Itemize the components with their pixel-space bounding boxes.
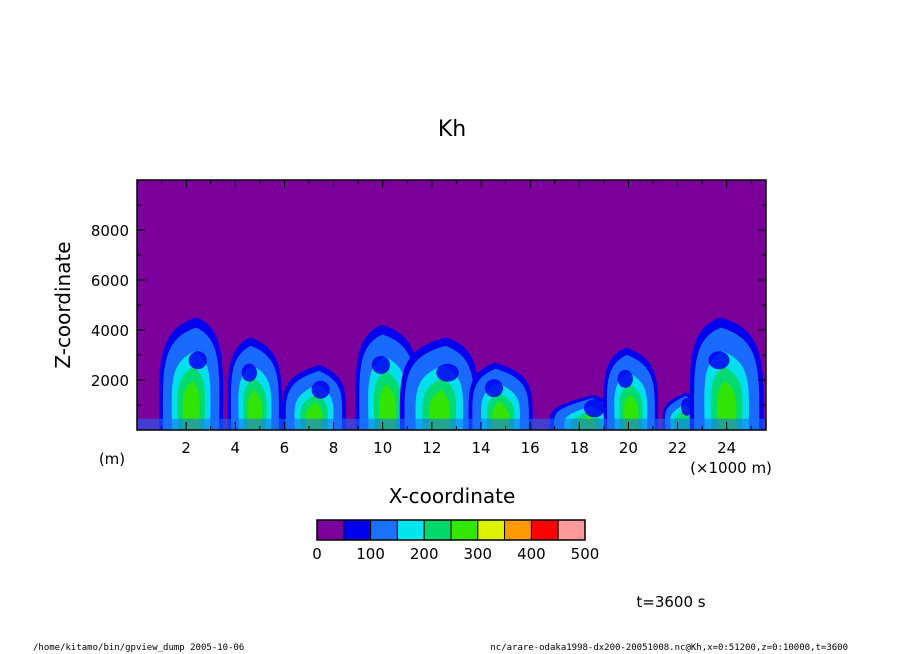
- time-label: t=3600 s: [636, 593, 705, 611]
- plume-eddy: [241, 363, 257, 382]
- x-tick-label: 14: [471, 439, 490, 457]
- plume: [468, 362, 533, 430]
- x-tick-label: 6: [280, 439, 290, 457]
- plume: [281, 365, 347, 430]
- x-tick-label: 4: [231, 439, 241, 457]
- colorbar-swatch: [423, 519, 452, 541]
- y-tick-label: 4000: [91, 322, 129, 340]
- x-axis-label: X-coordinate: [389, 484, 516, 508]
- plume-eddy: [371, 355, 391, 374]
- y-tick-label: 8000: [91, 222, 129, 240]
- plume-eddy: [188, 351, 207, 370]
- colorbar-tick-label: 100: [356, 545, 385, 563]
- y-unit-label: (m): [99, 450, 125, 468]
- colorbar-swatch: [370, 519, 398, 541]
- y-tick-label: 6000: [91, 272, 129, 290]
- footer-left: /home/kitamo/bin/gpview_dump 2005-10-06: [33, 643, 244, 653]
- chart-title: Kh: [438, 117, 466, 142]
- x-tick-label: 2: [181, 439, 191, 457]
- plumes-layer: [137, 317, 766, 430]
- colorbar-swatch: [504, 519, 532, 541]
- x-axis-ticks: 2 4 6 8 10 12 14 16 18 20 22 24: [161, 180, 752, 457]
- colorbar-swatch: [477, 519, 506, 541]
- y-axis-label: Z-coordinate: [51, 241, 75, 368]
- x-tick-label: 24: [717, 439, 736, 457]
- plume-eddy: [436, 363, 459, 382]
- colorbar-frame: [316, 519, 586, 541]
- plume-eddy: [680, 397, 693, 416]
- colorbar-tick-label: 300: [463, 545, 492, 563]
- colorbar-swatch: [343, 519, 372, 541]
- colorbar-swatch: [450, 519, 479, 541]
- plume-eddy: [617, 369, 633, 388]
- plume-layer: [182, 380, 200, 430]
- x-tick-label: 18: [570, 439, 589, 457]
- plume: [689, 317, 764, 430]
- colorbar-tick-label: 0: [312, 545, 322, 563]
- plume-eddy: [708, 351, 730, 370]
- plume-eddy: [583, 399, 605, 418]
- colorbar-tick-label: 500: [571, 545, 600, 563]
- x-tick-label: 16: [521, 439, 540, 457]
- x-tick-label: 10: [373, 439, 392, 457]
- colorbar-swatch: [316, 519, 345, 541]
- plume-eddy: [311, 380, 330, 399]
- plume: [603, 347, 659, 430]
- plume-layer: [716, 380, 737, 430]
- colorbar: 0 100 200 300 400 500: [312, 519, 600, 563]
- footer-right: nc/arare-odaka1998-dx200-20051008.nc@Kh,…: [490, 643, 848, 653]
- x-unit-label: (×1000 m): [690, 459, 772, 477]
- colorbar-tick-label: 400: [517, 545, 546, 563]
- x-tick-label: 20: [619, 439, 638, 457]
- y-tick-label: 2000: [91, 372, 129, 390]
- plume: [399, 337, 479, 430]
- surface-layer: [137, 418, 766, 430]
- plume: [159, 317, 224, 430]
- x-tick-label: 12: [422, 439, 441, 457]
- plume-layer: [378, 384, 397, 430]
- y-axis-ticks: 2000 4000 6000 8000: [91, 204, 766, 406]
- plume-eddy: [484, 379, 504, 398]
- colorbar-swatch: [530, 519, 559, 541]
- colorbar-swatch: [557, 519, 586, 541]
- colorbar-tick-label: 200: [410, 545, 439, 563]
- x-tick-label: 22: [668, 439, 687, 457]
- plume: [227, 337, 283, 430]
- colorbar-swatch: [396, 519, 425, 541]
- x-tick-label: 8: [329, 439, 339, 457]
